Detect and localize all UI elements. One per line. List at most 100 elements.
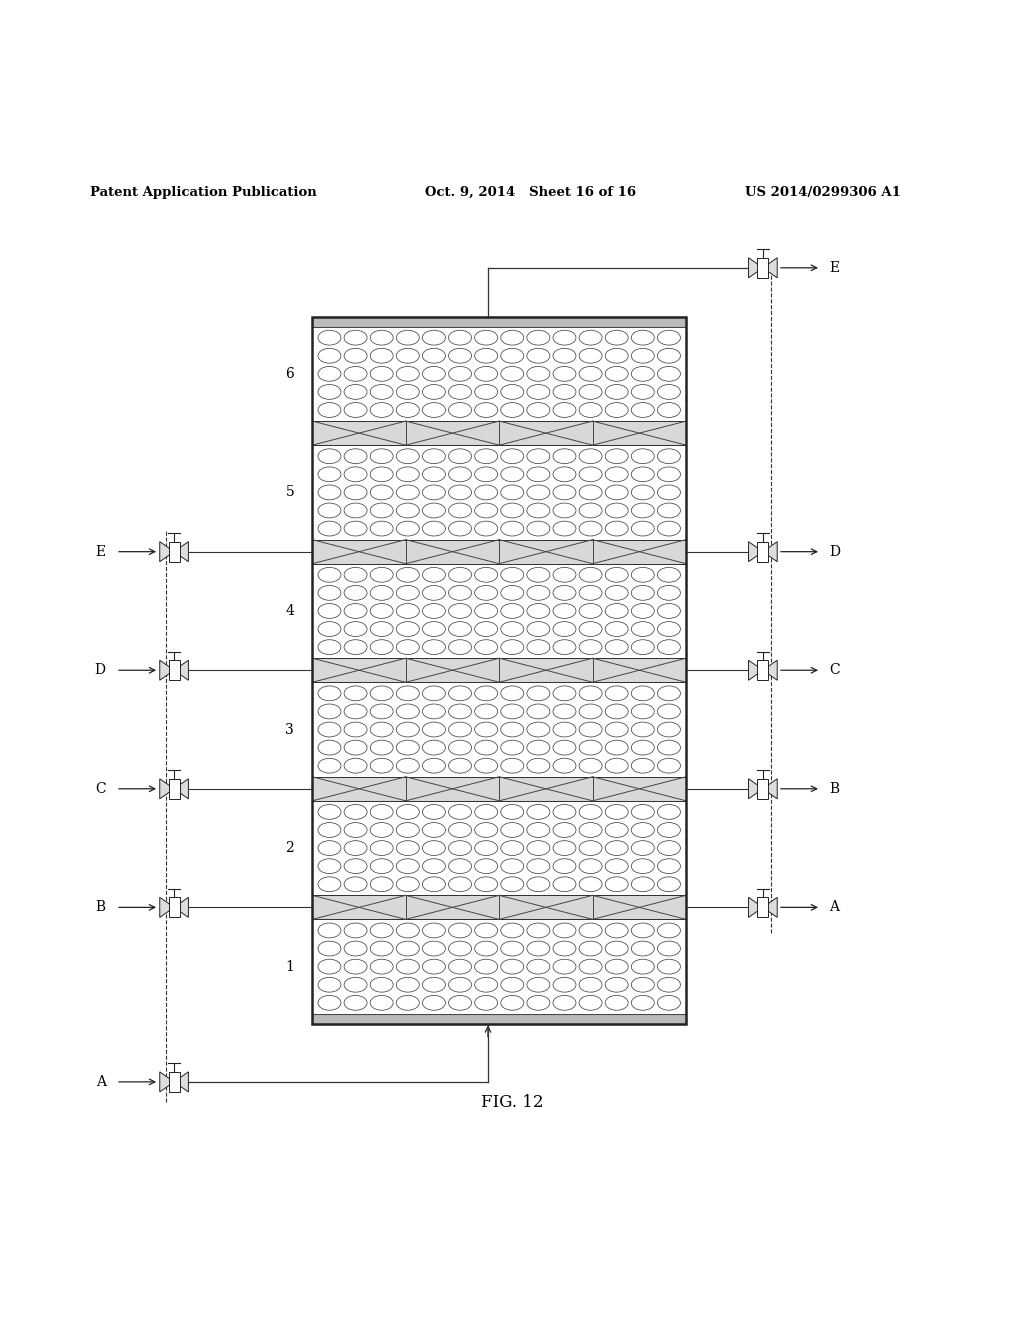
Ellipse shape — [605, 876, 628, 892]
Ellipse shape — [344, 941, 367, 956]
Bar — [758, 257, 768, 277]
Ellipse shape — [553, 859, 575, 874]
Ellipse shape — [318, 640, 341, 655]
Ellipse shape — [318, 960, 341, 974]
Polygon shape — [749, 257, 763, 277]
Text: Patent Application Publication: Patent Application Publication — [90, 186, 316, 198]
Ellipse shape — [396, 367, 419, 381]
Ellipse shape — [371, 384, 393, 400]
Ellipse shape — [580, 403, 602, 417]
Ellipse shape — [449, 484, 471, 500]
Ellipse shape — [605, 722, 628, 737]
Ellipse shape — [527, 722, 550, 737]
Ellipse shape — [657, 941, 680, 956]
Ellipse shape — [318, 923, 341, 939]
Ellipse shape — [605, 741, 628, 755]
Ellipse shape — [344, 348, 367, 363]
Ellipse shape — [371, 841, 393, 855]
Ellipse shape — [501, 960, 523, 974]
Ellipse shape — [371, 758, 393, 774]
Ellipse shape — [475, 503, 498, 517]
Ellipse shape — [475, 449, 498, 463]
Ellipse shape — [423, 822, 445, 837]
Ellipse shape — [475, 403, 498, 417]
Ellipse shape — [501, 995, 523, 1010]
Ellipse shape — [371, 686, 393, 701]
Ellipse shape — [657, 449, 680, 463]
Ellipse shape — [632, 995, 654, 1010]
Ellipse shape — [657, 686, 680, 701]
Ellipse shape — [396, 941, 419, 956]
Ellipse shape — [449, 367, 471, 381]
Ellipse shape — [580, 923, 602, 939]
Ellipse shape — [632, 876, 654, 892]
Ellipse shape — [527, 403, 550, 417]
Ellipse shape — [553, 822, 575, 837]
Ellipse shape — [632, 741, 654, 755]
Ellipse shape — [632, 923, 654, 939]
Ellipse shape — [657, 586, 680, 601]
Ellipse shape — [553, 449, 575, 463]
Ellipse shape — [605, 348, 628, 363]
Ellipse shape — [553, 384, 575, 400]
Bar — [312, 776, 686, 801]
Ellipse shape — [449, 804, 471, 820]
Ellipse shape — [605, 622, 628, 636]
Ellipse shape — [605, 977, 628, 993]
Ellipse shape — [605, 822, 628, 837]
Ellipse shape — [318, 876, 341, 892]
Ellipse shape — [553, 941, 575, 956]
Ellipse shape — [449, 960, 471, 974]
Ellipse shape — [371, 995, 393, 1010]
Ellipse shape — [371, 722, 393, 737]
Ellipse shape — [423, 484, 445, 500]
Ellipse shape — [318, 403, 341, 417]
Ellipse shape — [344, 640, 367, 655]
Ellipse shape — [632, 758, 654, 774]
Ellipse shape — [527, 330, 550, 345]
Ellipse shape — [423, 995, 445, 1010]
Bar — [312, 317, 686, 1023]
Ellipse shape — [396, 384, 419, 400]
Ellipse shape — [605, 804, 628, 820]
Ellipse shape — [344, 822, 367, 837]
Ellipse shape — [371, 804, 393, 820]
Ellipse shape — [657, 841, 680, 855]
Ellipse shape — [580, 330, 602, 345]
Ellipse shape — [396, 503, 419, 517]
Polygon shape — [174, 1072, 188, 1092]
Ellipse shape — [396, 876, 419, 892]
Ellipse shape — [371, 484, 393, 500]
Ellipse shape — [580, 367, 602, 381]
Ellipse shape — [475, 741, 498, 755]
Ellipse shape — [553, 622, 575, 636]
Ellipse shape — [657, 403, 680, 417]
Ellipse shape — [371, 960, 393, 974]
Ellipse shape — [605, 859, 628, 874]
Ellipse shape — [632, 941, 654, 956]
Ellipse shape — [371, 467, 393, 482]
Ellipse shape — [475, 923, 498, 939]
Bar — [312, 326, 686, 421]
Ellipse shape — [553, 403, 575, 417]
Ellipse shape — [449, 859, 471, 874]
Ellipse shape — [475, 367, 498, 381]
Ellipse shape — [371, 603, 393, 618]
Ellipse shape — [344, 367, 367, 381]
Ellipse shape — [632, 722, 654, 737]
Ellipse shape — [371, 503, 393, 517]
Ellipse shape — [501, 941, 523, 956]
Ellipse shape — [371, 348, 393, 363]
Ellipse shape — [527, 923, 550, 939]
Ellipse shape — [657, 722, 680, 737]
Ellipse shape — [580, 640, 602, 655]
Ellipse shape — [632, 841, 654, 855]
Ellipse shape — [423, 503, 445, 517]
Ellipse shape — [501, 568, 523, 582]
Ellipse shape — [527, 822, 550, 837]
Ellipse shape — [657, 603, 680, 618]
Bar — [758, 660, 768, 680]
Ellipse shape — [475, 841, 498, 855]
Ellipse shape — [501, 704, 523, 719]
Text: 5: 5 — [286, 486, 294, 499]
